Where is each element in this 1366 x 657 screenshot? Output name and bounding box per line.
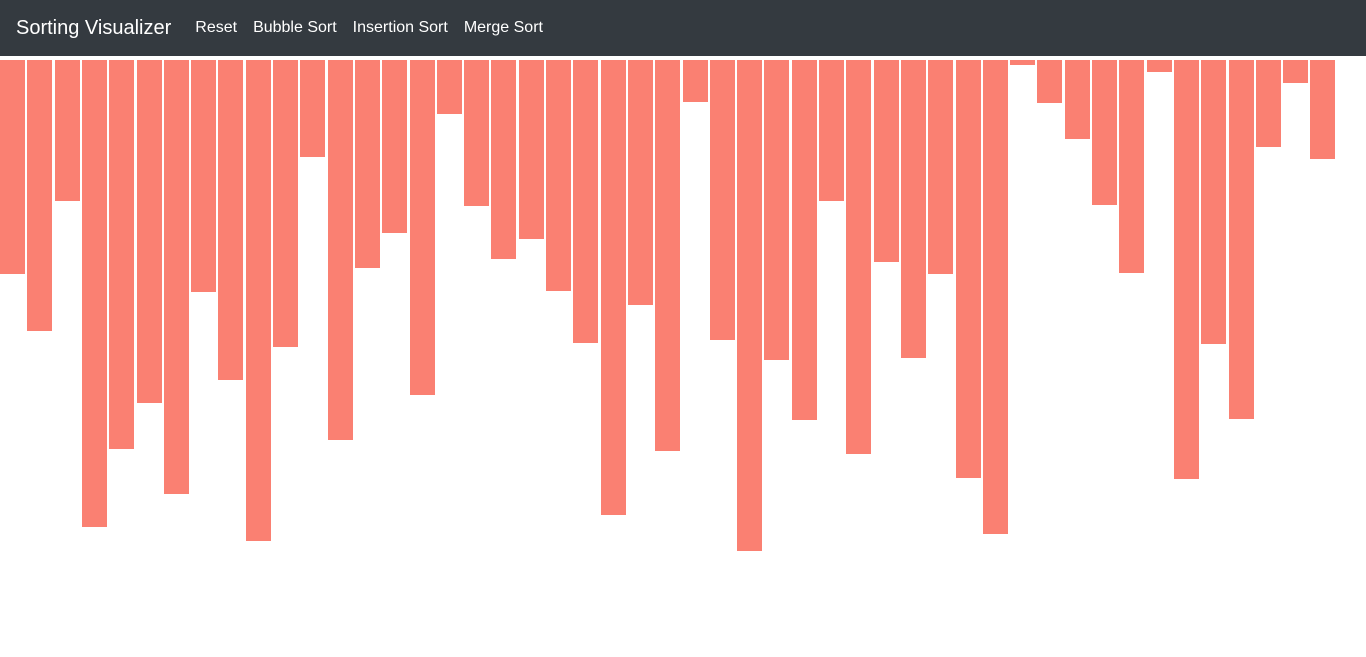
array-bar <box>1037 60 1062 103</box>
array-bar <box>819 60 844 201</box>
array-bar <box>546 60 571 291</box>
array-bar <box>792 60 817 420</box>
array-bar <box>628 60 653 305</box>
array-bar <box>1229 60 1254 419</box>
array-bar <box>300 60 325 157</box>
array-bar <box>55 60 80 201</box>
array-bar <box>846 60 871 454</box>
array-bar <box>382 60 407 233</box>
navbar-brand[interactable]: Sorting Visualizer <box>16 16 172 39</box>
array-bar <box>956 60 981 478</box>
array-bar <box>519 60 544 239</box>
array-bar <box>601 60 626 515</box>
array-bar <box>27 60 52 331</box>
array-bar <box>901 60 926 358</box>
merge-sort-link[interactable]: Merge Sort <box>463 19 543 36</box>
array-bar <box>137 60 162 403</box>
array-bar <box>1065 60 1090 139</box>
array-bar <box>109 60 134 449</box>
reset-link[interactable]: Reset <box>195 19 238 36</box>
array-bar <box>1310 60 1335 159</box>
array-bar <box>355 60 380 268</box>
array-bar <box>683 60 708 102</box>
array-bar <box>246 60 271 541</box>
navbar: Sorting Visualizer Reset Bubble Sort Ins… <box>0 0 1366 56</box>
array-bar <box>983 60 1008 534</box>
array-bar <box>1174 60 1199 479</box>
array-bar <box>764 60 789 360</box>
array-bar <box>1201 60 1226 344</box>
insertion-sort-link[interactable]: Insertion Sort <box>352 19 448 36</box>
nav-links: Reset Bubble Sort Insertion Sort Merge S… <box>187 19 551 37</box>
array-bar <box>164 60 189 494</box>
array-bar <box>1092 60 1117 205</box>
array-bar <box>710 60 735 340</box>
array-bar <box>191 60 216 292</box>
array-bar <box>437 60 462 114</box>
array-bar <box>218 60 243 380</box>
array-bar <box>410 60 435 395</box>
bubble-sort-link[interactable]: Bubble Sort <box>253 19 337 36</box>
array-bar <box>874 60 899 262</box>
array-bar <box>655 60 680 451</box>
array-bar <box>1256 60 1281 147</box>
array-bar <box>328 60 353 440</box>
array-bar <box>737 60 762 551</box>
array-bar <box>573 60 598 343</box>
array-bar <box>928 60 953 274</box>
array-bar <box>1283 60 1308 83</box>
array-bars <box>0 60 1366 657</box>
array-bar <box>464 60 489 206</box>
array-bar <box>1010 60 1035 65</box>
array-bar <box>1147 60 1172 72</box>
array-bar <box>491 60 516 259</box>
array-bar <box>1119 60 1144 273</box>
array-bar <box>82 60 107 527</box>
array-bar <box>273 60 298 347</box>
array-bar <box>0 60 25 274</box>
